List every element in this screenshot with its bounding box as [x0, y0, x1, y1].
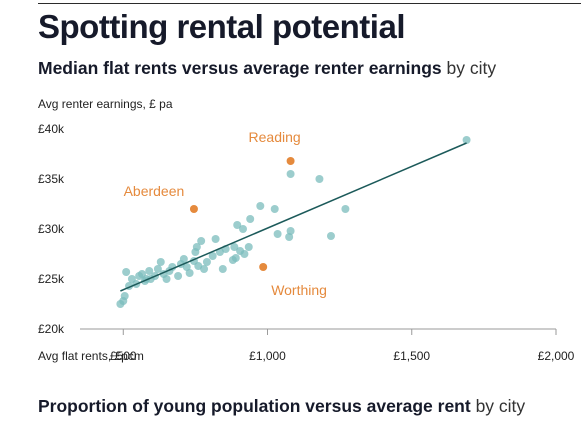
- data-point: [230, 243, 239, 251]
- data-point: [202, 258, 211, 266]
- next-chart-subtitle-main: Proportion of young population versus av…: [38, 396, 471, 416]
- highlight-point: [259, 263, 268, 271]
- data-point: [233, 221, 242, 229]
- data-point: [244, 243, 253, 251]
- data-point: [273, 230, 282, 238]
- top-rule: [38, 3, 581, 4]
- trend-line: [120, 142, 467, 292]
- data-point: [162, 275, 171, 283]
- data-point: [256, 202, 265, 210]
- data-point: [182, 263, 191, 271]
- data-point: [179, 255, 188, 263]
- data-point: [240, 250, 249, 258]
- data-point: [270, 205, 279, 213]
- highlight-label: Worthing: [271, 282, 327, 298]
- data-point: [286, 227, 295, 235]
- data-point: [192, 243, 201, 251]
- data-point: [200, 265, 209, 273]
- x-tick-label: £500: [110, 349, 137, 363]
- x-tick-label: £1,500: [393, 349, 430, 363]
- data-point: [286, 170, 295, 178]
- chart-subtitle: Median flat rents versus average renter …: [38, 58, 496, 79]
- highlight-point: [189, 205, 198, 213]
- data-point: [122, 268, 131, 276]
- next-chart-subtitle-suffix: by city: [475, 396, 526, 416]
- chart-subtitle-suffix: by city: [446, 58, 497, 78]
- data-point: [341, 205, 350, 213]
- data-point: [231, 254, 240, 262]
- data-point: [145, 267, 154, 275]
- next-chart-subtitle: Proportion of young population versus av…: [38, 396, 525, 417]
- data-point: [285, 233, 294, 241]
- chart-subtitle-main: Median flat rents versus average renter …: [38, 58, 442, 78]
- data-point: [120, 292, 129, 300]
- highlight-label: Reading: [249, 129, 301, 145]
- data-point: [211, 235, 220, 243]
- data-point: [326, 232, 335, 240]
- highlight-point: [286, 157, 295, 165]
- data-point: [185, 269, 194, 277]
- data-point: [238, 225, 247, 233]
- x-tick-label: £1,000: [249, 349, 286, 363]
- data-point: [197, 237, 206, 245]
- data-point: [462, 136, 471, 144]
- y-tick-label: £20k: [38, 322, 65, 336]
- y-tick-label: £40k: [38, 122, 65, 136]
- y-tick-label: £35k: [38, 172, 65, 186]
- y-tick-label: £25k: [38, 272, 65, 286]
- data-point: [246, 215, 255, 223]
- data-point: [153, 265, 162, 273]
- y-axis-label: Avg renter earnings, £ pa: [38, 97, 173, 111]
- data-point: [218, 265, 227, 273]
- data-point: [315, 175, 324, 183]
- data-point: [156, 258, 165, 266]
- data-point: [174, 272, 183, 280]
- x-axis-label: Avg flat rents, £pcm: [38, 349, 144, 363]
- y-tick-label: £30k: [38, 222, 65, 236]
- data-point: [208, 252, 217, 260]
- x-tick-label: £2,000: [538, 349, 575, 363]
- highlight-label: Aberdeen: [124, 183, 185, 199]
- page-title: Spotting rental potential: [38, 8, 405, 45]
